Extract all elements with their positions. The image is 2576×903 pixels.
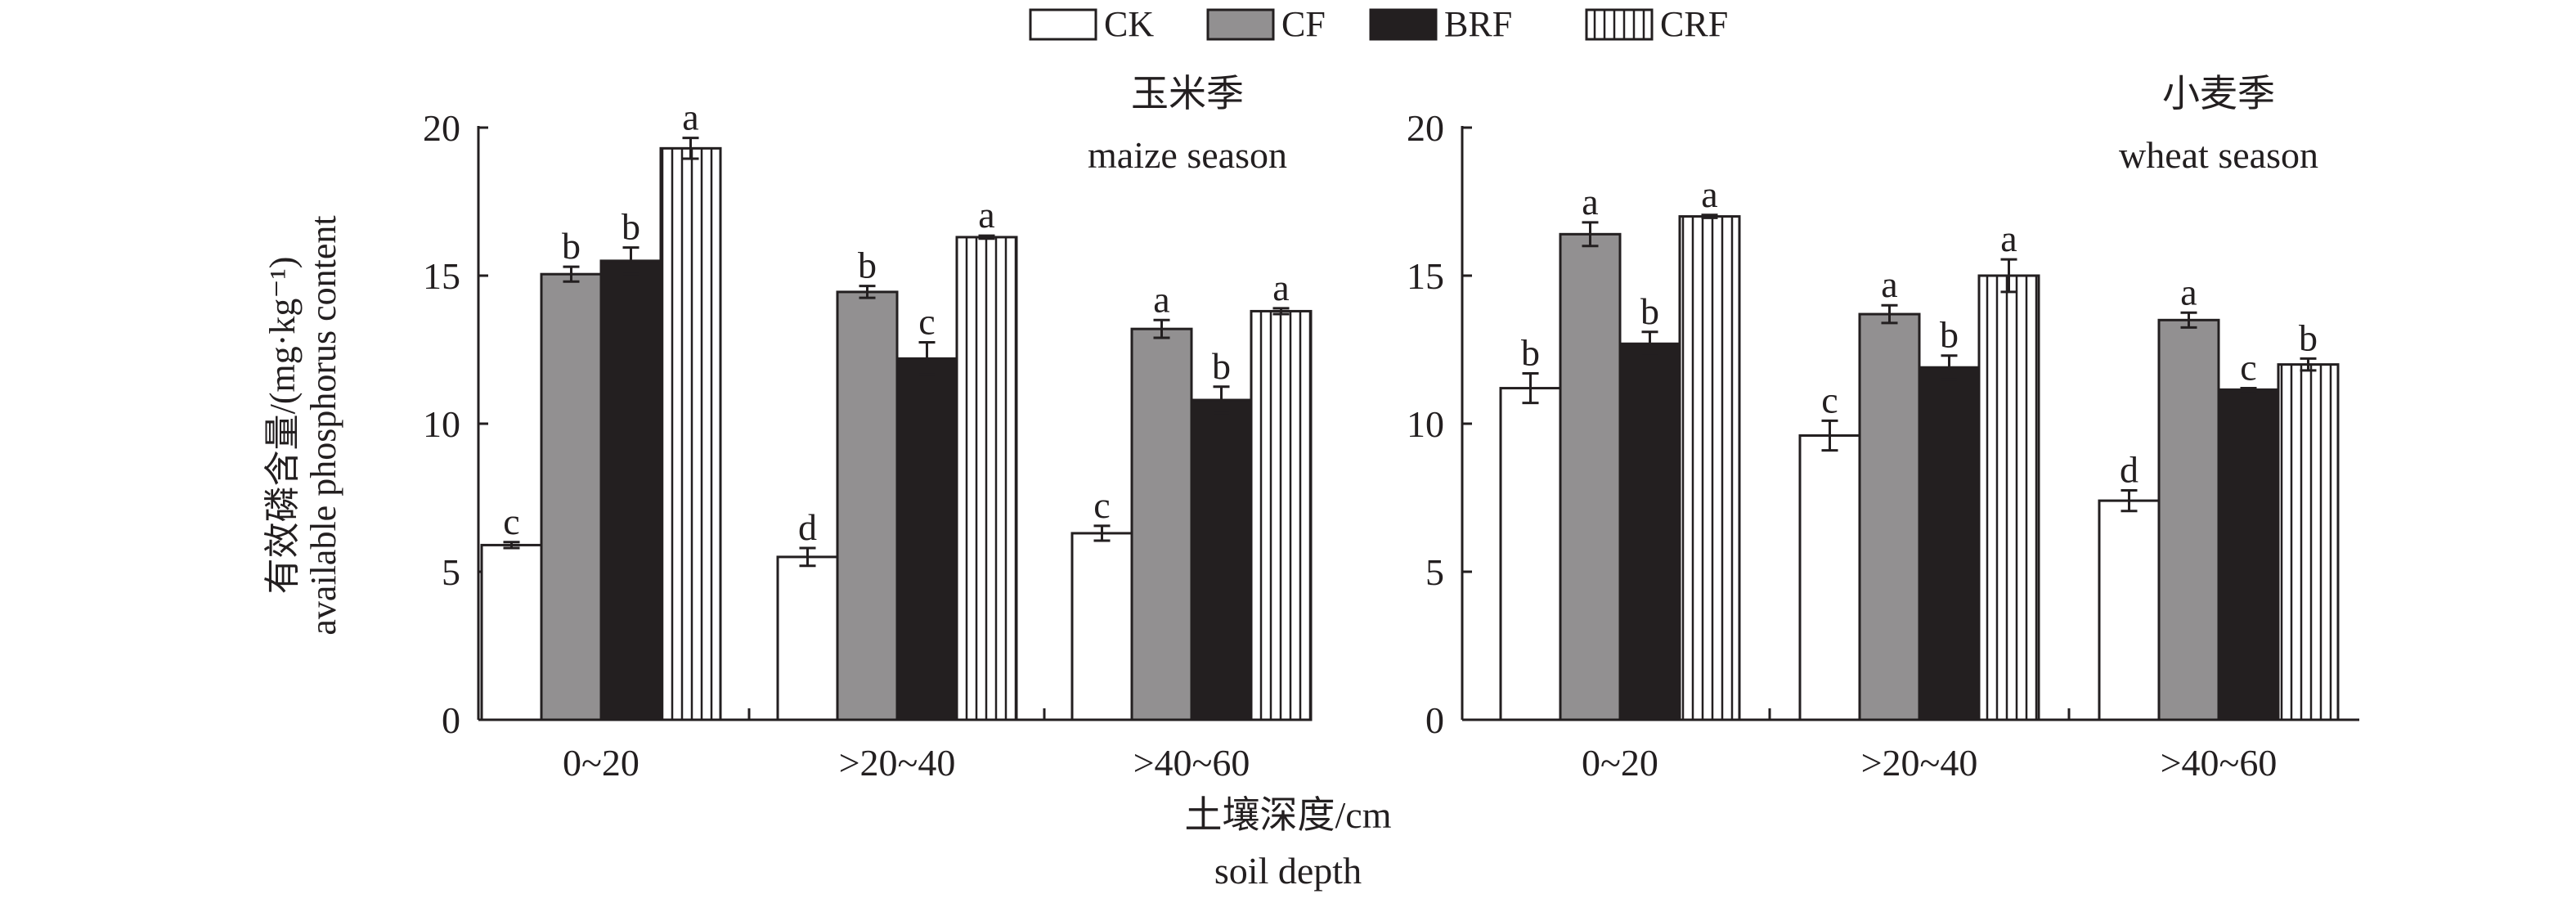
panel-wheat: 0 5 10 15 20 0~20 >20~40 >40~60 小麦季 wheat season b… <box>1407 73 2359 784</box>
bar-crf <box>1977 274 2040 721</box>
bar-ck <box>1499 387 1562 721</box>
bar-cf <box>2157 318 2220 721</box>
bar-cf <box>1559 232 1622 721</box>
legend-swatch-brf <box>1369 8 1438 41</box>
significance-letter: b <box>1640 290 1659 332</box>
significance-letter: a <box>1701 173 1717 215</box>
bar-crf <box>1250 309 1313 721</box>
y-axis-title-en: available phosphorus content <box>303 215 343 635</box>
bar-ck <box>1070 532 1133 721</box>
bar-cf <box>1130 327 1193 721</box>
significance-letter: c <box>503 501 519 542</box>
bar-ck <box>2098 499 2161 721</box>
significance-letter: b <box>2299 317 2318 358</box>
x-tick-label: >20~40 <box>1861 742 1978 784</box>
bar-crf <box>955 236 1018 721</box>
bar-ck <box>1798 434 1861 721</box>
x-axis-title-en: soil depth <box>1214 850 1362 892</box>
significance-letter: a <box>1272 267 1289 308</box>
bar-ck <box>776 555 839 721</box>
bar-brf <box>1618 342 1681 721</box>
bar-brf <box>1918 366 1981 721</box>
significance-letter: c <box>1821 379 1838 420</box>
legend: CK CF BRF CRF <box>1029 4 1728 44</box>
significance-letter: b <box>622 206 640 248</box>
bar-brf <box>599 259 662 721</box>
x-tick-label: 0~20 <box>1582 742 1658 784</box>
legend-label-cf: CF <box>1281 4 1326 44</box>
x-tick-label: >20~40 <box>839 742 956 784</box>
significance-letter: b <box>1940 314 1959 356</box>
y-tick-label: 0 <box>1425 699 1444 741</box>
y-tick-label: 0 <box>442 699 460 741</box>
bar-cf <box>836 290 899 721</box>
y-axis-title-cn: 有效磷含量/(mg·kg⁻¹) <box>263 257 303 595</box>
legend-label-ck: CK <box>1104 4 1154 44</box>
legend-swatch-crf <box>1585 8 1654 41</box>
legend-swatch-cf <box>1206 8 1275 41</box>
significance-letter: a <box>2000 218 2017 259</box>
bar-ck <box>480 543 543 721</box>
panel-title-en: wheat season <box>2119 134 2318 176</box>
bar-crf <box>659 146 722 721</box>
significance-letter: d <box>798 506 817 548</box>
panel-title-cn: 玉米季 <box>1131 73 1244 115</box>
panel-title-en: maize season <box>1088 134 1287 176</box>
y-tick-label: 20 <box>1407 107 1444 149</box>
panel-maize: 0 5 10 15 20 0~20 >20~40 >40~60 玉米季 maize season c… <box>423 73 1313 784</box>
significance-letter: d <box>2120 448 2138 490</box>
significance-letter: b <box>562 225 581 267</box>
legend-label-crf: CRF <box>1660 4 1728 44</box>
bar-crf <box>1678 215 1741 721</box>
bar-brf <box>1190 398 1253 721</box>
x-tick-label: >40~60 <box>1133 742 1250 784</box>
bar-cf <box>1858 312 1921 721</box>
legend-label-brf: BRF <box>1444 4 1512 44</box>
y-tick-label: 10 <box>423 403 460 445</box>
y-tick-label: 10 <box>1407 403 1444 445</box>
y-tick-label: 5 <box>1425 551 1444 593</box>
significance-letter: c <box>1093 484 1110 526</box>
y-tick-label: 15 <box>1407 255 1444 297</box>
y-tick-label: 20 <box>423 107 460 149</box>
significance-letter: a <box>1153 278 1169 320</box>
bar-brf <box>895 357 958 721</box>
y-tick-label: 5 <box>442 551 460 593</box>
y-tick-label: 15 <box>423 255 460 297</box>
significance-letter: b <box>1212 345 1231 387</box>
bar-crf <box>2277 363 2340 721</box>
significance-letter: a <box>1582 181 1598 222</box>
significance-letter: a <box>1881 263 1897 305</box>
bar-brf <box>2217 388 2280 721</box>
x-axis-title-cn: 土壤深度/cm <box>1185 794 1392 836</box>
significance-letter: b <box>858 245 877 286</box>
x-tick-label: 0~20 <box>563 742 640 784</box>
legend-swatch-ck <box>1029 8 1097 41</box>
panel-title-cn: 小麦季 <box>2162 73 2275 115</box>
significance-letter: c <box>918 300 935 342</box>
significance-letter: a <box>682 97 698 138</box>
significance-letter: b <box>1521 331 1540 373</box>
significance-letter: c <box>2240 347 2256 389</box>
significance-letter: a <box>2180 271 2197 312</box>
x-tick-label: >40~60 <box>2161 742 2278 784</box>
significance-letter: a <box>978 194 994 236</box>
bar-cf <box>540 272 603 721</box>
